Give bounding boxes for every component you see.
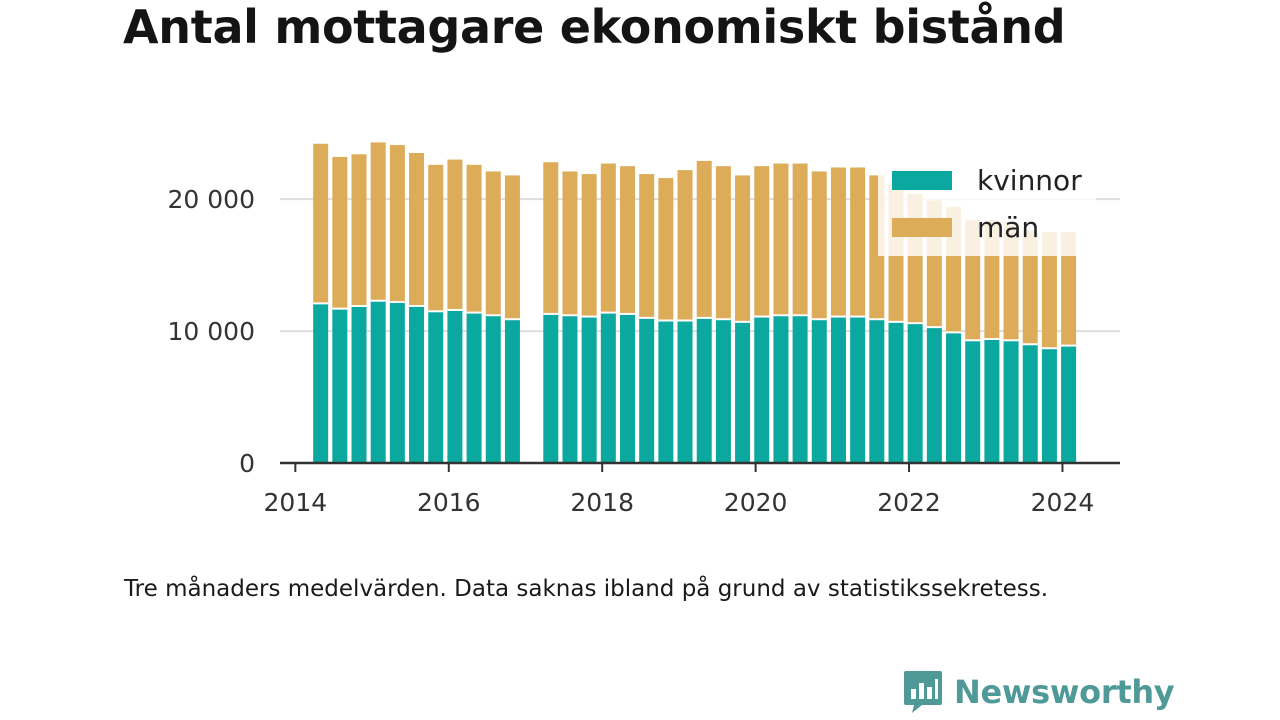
bar-kvinnor [811,319,827,463]
bar-kvinnor [888,321,904,463]
bar-män [811,171,827,320]
bar-kvinnor [754,316,770,463]
x-tick-label: 2020 [724,488,788,517]
legend-swatch-kvinnor [892,171,952,190]
bar-män [447,159,463,310]
bar-män [600,163,616,313]
bar-män [389,145,405,303]
bar-män [696,160,712,318]
chart-title: Antal mottagare ekonomiskt bistånd [123,0,1066,54]
bar-kvinnor [639,317,655,463]
bar-kvinnor [677,320,693,463]
bar-kvinnor [562,315,578,463]
bar-män [792,163,808,316]
bar-kvinnor [447,309,463,463]
bar-män [332,156,348,309]
bar-kvinnor [1061,345,1077,463]
bar-män [735,175,751,322]
bar-kvinnor [830,316,846,463]
bar-män [715,166,731,320]
bar-män [466,164,482,313]
y-tick-label: 10 000 [168,317,255,346]
bar-kvinnor [926,327,942,463]
x-tick-label: 2016 [417,488,481,517]
x-tick-label: 2014 [264,488,328,517]
x-tick-label: 2018 [570,488,634,517]
bar-kvinnor [869,319,885,463]
bar-kvinnor [370,300,386,463]
bar-män [658,178,674,321]
x-tick-label: 2022 [877,488,941,517]
bar-män [830,167,846,317]
y-tick-label: 20 000 [168,185,255,214]
bar-kvinnor [715,319,731,463]
bar-kvinnor [332,308,348,463]
bar-män [428,164,444,312]
bar-kvinnor [428,311,444,463]
bar-kvinnor [409,306,425,463]
y-tick-label: 0 [239,449,255,478]
bar-män [1022,230,1038,345]
bar-kvinnor [773,315,789,463]
stacked-bar-chart: 0 10 000 20 000 2014 2016 2018 2020 2022 2024 kvi… [168,142,1120,517]
bar-män [351,154,367,307]
bar-män [562,171,578,316]
bar-män [409,152,425,307]
bar-män [1041,232,1057,349]
bar-kvinnor [965,340,981,463]
bar-män [485,171,501,316]
bar-män [850,167,866,317]
bar-kvinnor [984,338,1000,463]
bar-chart-speech-bubble-icon [904,671,942,713]
bar-kvinnor [504,319,520,463]
newsworthy-logo[interactable]: Newsworthy [902,668,1175,716]
bar-kvinnor [946,332,962,463]
bar-kvinnor [389,302,405,463]
chart-footnote: Tre månaders medelvärden. Data saknas ib… [124,576,1049,602]
bar-män [1061,232,1077,346]
bar-kvinnor [600,312,616,463]
bar-kvinnor [735,321,751,463]
bar-kvinnor [1041,348,1057,463]
bar-män [677,170,693,321]
bar-män [313,143,329,304]
bar-män [543,162,559,314]
bar-kvinnor [485,315,501,463]
legend-label-kvinnor: kvinnor [977,164,1082,197]
bar-kvinnor [696,317,712,463]
bar-män [773,163,789,316]
bar-kvinnor [581,316,597,463]
brand-name: Newsworthy [954,673,1175,711]
bar-kvinnor [620,313,636,463]
bar-kvinnor [313,303,329,463]
bar-män [639,174,655,318]
bar-kvinnor [907,323,923,463]
bar-män [581,174,597,317]
bar-kvinnor [351,306,367,463]
bar-kvinnor [850,316,866,463]
bar-män [754,166,770,317]
bar-kvinnor [1003,340,1019,463]
legend-swatch-män [892,218,952,237]
legend-label-män: män [977,211,1039,244]
x-tick-label: 2024 [1031,488,1095,517]
bar-män [504,175,520,320]
bar-kvinnor [658,320,674,463]
bar-män [370,142,386,301]
bar-kvinnor [792,315,808,463]
bar-män [620,166,636,314]
bar-kvinnor [543,313,559,463]
bar-kvinnor [466,312,482,463]
bar-kvinnor [1022,344,1038,463]
